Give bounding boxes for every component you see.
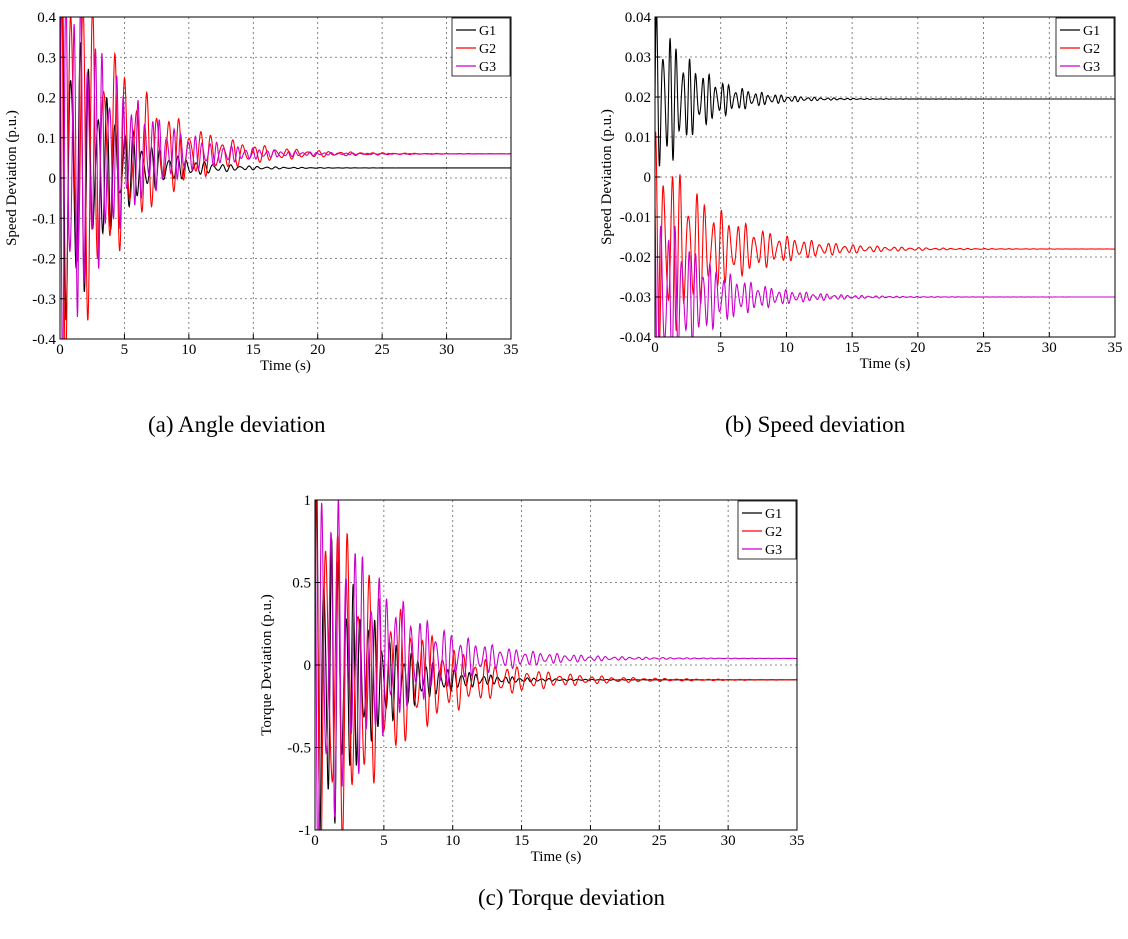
x-tick-label: 0 [651, 340, 659, 356]
grid [315, 500, 797, 830]
legend: G1 G2 G3 [451, 17, 511, 77]
x-tick-label: 20 [310, 342, 325, 358]
y-tick-label: -0.1 [32, 211, 56, 227]
x-tick-label: 25 [976, 340, 991, 356]
x-tick-label: 5 [121, 342, 129, 358]
chart-speed-deviation-svg: 0 5 10 15 20 25 30 35 -0.04 -0.03 -0.02 -0.01 0 0.01 0… [599, 10, 1123, 372]
y-tick-label: 0.2 [37, 91, 56, 107]
series-group [655, 17, 1115, 337]
y-tick-label: -0.03 [620, 290, 651, 306]
chart-angle-deviation: 0 5 10 15 20 25 30 35 -0.4 -0.3 -0.2 -0.1 0 0.1 0.2 0.3… [0, 0, 520, 380]
y-tick-label: -0.2 [32, 252, 56, 268]
y-tick-label: 0 [644, 170, 652, 186]
x-tick-label: 20 [583, 833, 598, 849]
chart-torque-deviation: 0 5 10 15 20 25 30 35 -1 -0.5 0 0.5 1 Time (s) Torque … [240, 490, 820, 865]
y-axis-label: Speed Deviation (p.u.) [599, 109, 615, 245]
series-line-g1 [655, 17, 1115, 167]
x-tick-label: 30 [439, 342, 454, 358]
caption-torque-deviation: (c) Torque deviation [478, 885, 666, 910]
y-tick-label: 0.04 [625, 10, 652, 26]
legend-label-g3: G3 [765, 543, 782, 558]
y-tick-label: 0.1 [37, 131, 56, 147]
y-tick-label: -0.3 [32, 292, 56, 308]
x-axis-label: Time (s) [860, 356, 911, 372]
x-tick-label: 25 [652, 833, 667, 849]
series-group [60, 17, 511, 339]
y-axis-label: Speed Deviation (p.u.) [4, 110, 20, 246]
x-tick-label: 20 [910, 340, 925, 356]
y-tick-label: -0.02 [620, 250, 651, 266]
series-line-g3 [60, 17, 511, 339]
legend-label-g3: G3 [1083, 60, 1100, 75]
x-tick-label: 0 [311, 833, 319, 849]
series-line-g1 [60, 17, 511, 321]
x-tick-label: 5 [380, 833, 388, 849]
x-tick-label: 15 [246, 342, 261, 358]
legend: G1 G2 G3 [737, 500, 797, 560]
legend-label-g2: G2 [479, 42, 496, 57]
legend-box [737, 500, 797, 560]
legend-label-g1: G1 [1083, 24, 1100, 39]
x-tick-label: 10 [779, 340, 794, 356]
x-tick-label: 30 [721, 833, 736, 849]
y-tick-label: 1 [304, 493, 312, 509]
chart-torque-deviation-svg: 0 5 10 15 20 25 30 35 -1 -0.5 0 0.5 1 Time (s) Torque … [259, 493, 805, 865]
x-tick-label: 5 [717, 340, 725, 356]
series-group [315, 500, 797, 830]
caption-angle-deviation: (a) Angle deviation [148, 412, 326, 437]
x-tick-label: 0 [56, 342, 64, 358]
series-line-g2 [655, 131, 1115, 337]
x-tick-label: 35 [790, 833, 805, 849]
y-tick-label: 0.02 [625, 90, 651, 106]
y-tick-label: 0 [304, 658, 312, 674]
x-axis-label: Time (s) [531, 849, 582, 865]
legend-label-g2: G2 [1083, 42, 1100, 57]
x-tick-label: 25 [375, 342, 390, 358]
y-tick-label: 0.5 [292, 576, 311, 592]
y-tick-label: 0 [49, 171, 57, 187]
grid [60, 17, 511, 339]
y-tick-label: 0.01 [625, 130, 651, 146]
x-tick-label: 35 [1108, 340, 1123, 356]
series-line-g3 [315, 500, 797, 830]
caption-speed-deviation: (b) Speed deviation [725, 412, 906, 437]
legend: G1 G2 G3 [1055, 17, 1115, 77]
y-axis-label: Torque Deviation (p.u.) [259, 594, 275, 735]
y-tick-label: 0.3 [37, 50, 56, 66]
x-tick-label: 15 [514, 833, 529, 849]
x-tick-label: 15 [845, 340, 860, 356]
x-tick-label: 30 [1042, 340, 1057, 356]
x-tick-label: 35 [504, 342, 519, 358]
legend-label-g1: G1 [479, 24, 496, 39]
y-tick-label: -0.4 [32, 332, 56, 348]
y-tick-label: -0.5 [287, 741, 311, 757]
chart-speed-deviation: 0 5 10 15 20 25 30 35 -0.04 -0.03 -0.02 -0.01 0 0.01 0… [590, 0, 1128, 380]
legend-label-g2: G2 [765, 525, 782, 540]
x-axis-label: Time (s) [260, 358, 311, 374]
series-line-g2 [316, 500, 797, 830]
y-tick-label: -0.01 [620, 210, 651, 226]
chart-angle-deviation-svg: 0 5 10 15 20 25 30 35 -0.4 -0.3 -0.2 -0.1 0 0.1 0.2 0.3… [4, 10, 519, 374]
y-tick-label: 0.03 [625, 50, 651, 66]
y-tick-label: 0.4 [37, 10, 56, 26]
legend-box [451, 17, 511, 77]
legend-label-g1: G1 [765, 507, 782, 522]
legend-label-g3: G3 [479, 60, 496, 75]
y-tick-label: -1 [299, 823, 312, 839]
x-tick-label: 10 [181, 342, 196, 358]
series-line-g3 [655, 206, 1115, 337]
x-tick-label: 10 [445, 833, 460, 849]
y-tick-label: -0.04 [620, 330, 652, 346]
